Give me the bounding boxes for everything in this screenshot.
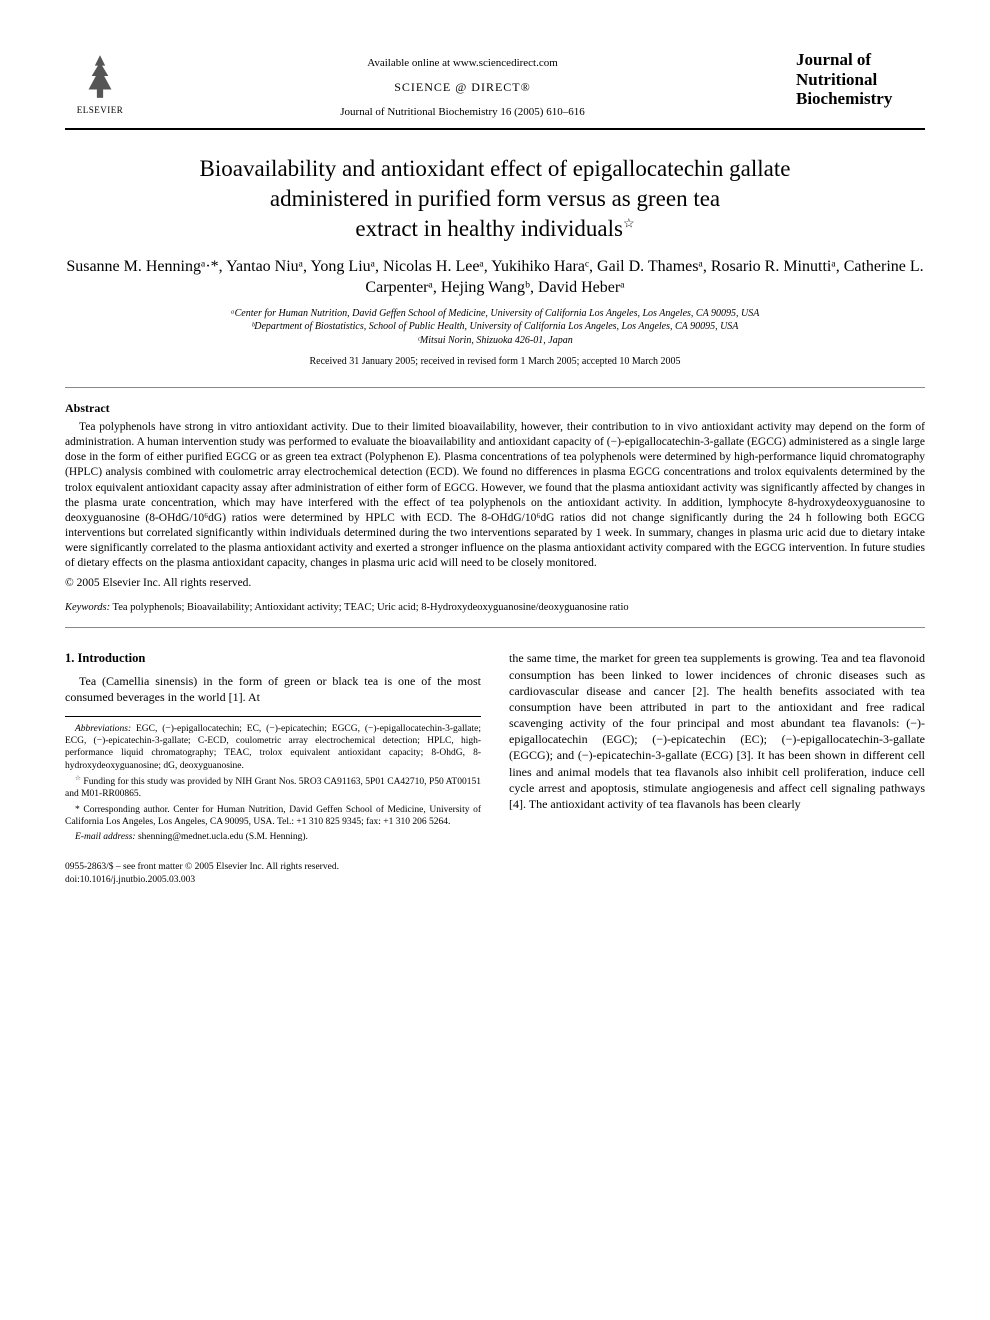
sciencedirect-logo: SCIENCE @ DIRECT® — [135, 79, 790, 95]
column-left: 1. Introduction Tea (Camellia sinensis) … — [65, 650, 481, 847]
center-header: Available online at www.sciencedirect.co… — [135, 56, 790, 122]
page-header: ELSEVIER Available online at www.science… — [65, 50, 925, 122]
corr-text: Corresponding author. Center for Human N… — [65, 805, 481, 827]
footnote-email: E-mail address: shenning@mednet.ucla.edu… — [65, 831, 481, 843]
elsevier-text: ELSEVIER — [77, 104, 124, 116]
column-right: the same time, the market for green tea … — [509, 650, 925, 847]
abbrev-label: Abbreviations: — [75, 724, 131, 734]
header-rule — [65, 128, 925, 130]
keywords-line: Keywords: Tea polyphenols; Bioavailabili… — [65, 601, 925, 615]
email-text: shenning@mednet.ucla.edu (S.M. Henning). — [136, 832, 308, 842]
article-dates: Received 31 January 2005; received in re… — [65, 355, 925, 369]
keywords-label: Keywords: — [65, 602, 110, 613]
affiliation-a: ᵃCenter for Human Nutrition, David Geffe… — [65, 307, 925, 321]
journal-reference: Journal of Nutritional Biochemistry 16 (… — [135, 105, 790, 120]
doi-line: doi:10.1016/j.jnutbio.2005.03.003 — [65, 874, 925, 887]
title-star: ☆ — [623, 215, 635, 230]
journal-name-line1: Journal of — [796, 50, 925, 70]
journal-name-box: Journal of Nutritional Biochemistry — [790, 50, 925, 109]
abstract-body: Tea polyphenols have strong in vitro ant… — [65, 420, 925, 572]
affiliations: ᵃCenter for Human Nutrition, David Geffe… — [65, 307, 925, 348]
intro-col2-text: the same time, the market for green tea … — [509, 650, 925, 812]
abstract-bottom-rule — [65, 627, 925, 628]
footnotes-block: Abbreviations: EGC, (−)-epigallocatechin… — [65, 716, 481, 844]
title-line1: Bioavailability and antioxidant effect o… — [200, 156, 791, 181]
title-line3: extract in healthy individuals — [355, 216, 623, 241]
abstract-copyright: © 2005 Elsevier Inc. All rights reserved… — [65, 576, 925, 592]
affiliation-c: ᶜMitsui Norin, Shizuoka 426-01, Japan — [65, 334, 925, 348]
body-two-column: 1. Introduction Tea (Camellia sinensis) … — [65, 650, 925, 847]
footnote-funding: ☆ Funding for this study was provided by… — [65, 775, 481, 801]
journal-name-line3: Biochemistry — [796, 89, 925, 109]
abstract-heading: Abstract — [65, 400, 925, 416]
intro-col1-text: Tea (Camellia sinensis) in the form of g… — [65, 673, 481, 705]
issn-line: 0955-2863/$ – see front matter © 2005 El… — [65, 861, 925, 874]
affiliation-b: ᵇDepartment of Biostatistics, School of … — [65, 320, 925, 334]
footnote-corresponding: * Corresponding author. Center for Human… — [65, 804, 481, 829]
bottom-bar: 0955-2863/$ – see front matter © 2005 El… — [65, 861, 925, 887]
intro-heading: 1. Introduction — [65, 650, 481, 667]
authors-list: Susanne M. Henningᵃ·*, Yantao Niuᵃ, Yong… — [65, 256, 925, 299]
abstract-top-rule — [65, 387, 925, 388]
title-line2: administered in purified form versus as … — [270, 186, 720, 211]
funding-text: Funding for this study was provided by N… — [65, 777, 481, 799]
keywords-text: Tea polyphenols; Bioavailability; Antiox… — [110, 602, 629, 613]
article-title: Bioavailability and antioxidant effect o… — [65, 154, 925, 244]
elsevier-tree-icon — [74, 50, 126, 102]
elsevier-logo: ELSEVIER — [65, 50, 135, 116]
footnote-abbreviations: Abbreviations: EGC, (−)-epigallocatechin… — [65, 723, 481, 772]
journal-name-line2: Nutritional — [796, 70, 925, 90]
available-online-text: Available online at www.sciencedirect.co… — [135, 56, 790, 71]
email-label: E-mail address: — [75, 832, 136, 842]
